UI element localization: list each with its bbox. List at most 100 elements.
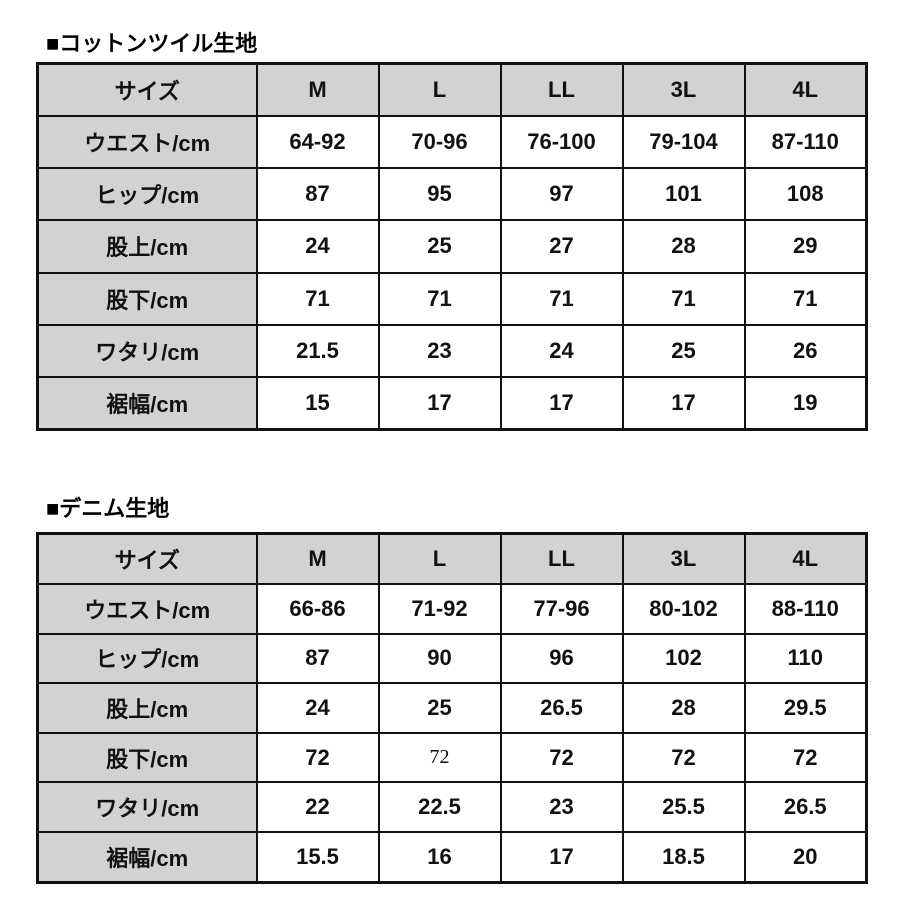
- table-cell: 15.5: [255, 831, 380, 884]
- table-cell: 70-96: [377, 115, 502, 170]
- table-row: 裾幅/cm 15.5 16 17 18.5 20: [36, 831, 868, 884]
- row-header: ウエスト/cm: [36, 582, 258, 635]
- table-cell: 110: [743, 632, 868, 685]
- table-cell: 22: [255, 781, 380, 834]
- table-cell: 87: [255, 167, 380, 222]
- table-cell: 71: [377, 271, 502, 326]
- row-header: 裾幅/cm: [36, 831, 258, 884]
- row-header: 股下/cm: [36, 731, 258, 784]
- row-header: ワタリ/cm: [36, 323, 258, 378]
- table-row: ヒップ/cm 87 95 97 101 108: [36, 167, 868, 222]
- table-cell: 21.5: [255, 323, 380, 378]
- table-cell: 29.5: [743, 682, 868, 734]
- table-cell: 72: [621, 731, 746, 784]
- table-cell: 96: [499, 632, 624, 685]
- table-cell: 20: [743, 831, 868, 884]
- table-cell: 71: [255, 271, 380, 326]
- table-cell: 24: [255, 219, 380, 274]
- column-header: M: [255, 62, 380, 118]
- table-cell: 16: [377, 831, 502, 884]
- table-cell: 24: [255, 682, 380, 734]
- column-header: M: [255, 532, 380, 585]
- row-header: 股上/cm: [36, 219, 258, 274]
- denim-title: ■デニム生地: [46, 496, 170, 521]
- table-cell: 71: [499, 271, 624, 326]
- table-cell: 72: [499, 731, 624, 784]
- denim-size-table: サイズ M L LL 3L 4L ウエスト/cm 66-86 71-92 77-96 80-102 8…: [36, 532, 868, 884]
- header-row: サイズ M L LL 3L 4L: [36, 532, 868, 585]
- table-cell: 17: [499, 375, 624, 431]
- table-cell: 18.5: [621, 831, 746, 884]
- table-row: ワタリ/cm 21.5 23 24 25 26: [36, 323, 868, 378]
- table-row: 股下/cm 72 72 72 72 72: [36, 731, 868, 784]
- table-cell: 22.5: [377, 781, 502, 834]
- table-row: ワタリ/cm 22 22.5 23 25.5 26.5: [36, 781, 868, 834]
- table-cell: 25: [377, 682, 502, 734]
- table-cell: 19: [743, 375, 868, 431]
- row-header: 股上/cm: [36, 682, 258, 734]
- table-cell: 29: [743, 219, 868, 274]
- table-cell: 87-110: [743, 115, 868, 170]
- table-cell: 17: [499, 831, 624, 884]
- table-cell: 101: [621, 167, 746, 222]
- row-header: ワタリ/cm: [36, 781, 258, 834]
- row-header: ヒップ/cm: [36, 167, 258, 222]
- cotton-twill-size-table: サイズ M L LL 3L 4L ウエスト/cm 64-92 70-96 76-100 79-104…: [36, 62, 868, 431]
- table-cell: 80-102: [621, 582, 746, 635]
- table-row: 股上/cm 24 25 26.5 28 29.5: [36, 682, 868, 734]
- table-cell: 88-110: [743, 582, 868, 635]
- column-header: LL: [499, 62, 624, 118]
- table-cell: 28: [621, 682, 746, 734]
- table-row: 裾幅/cm 15 17 17 17 19: [36, 375, 868, 431]
- table-cell: 23: [377, 323, 502, 378]
- table-cell: 72: [743, 731, 868, 784]
- table-row: 股下/cm 71 71 71 71 71: [36, 271, 868, 326]
- table-cell: 90: [377, 632, 502, 685]
- table-cell: 76-100: [499, 115, 624, 170]
- column-header: 4L: [743, 532, 868, 585]
- table-row: ウエスト/cm 64-92 70-96 76-100 79-104 87-110: [36, 115, 868, 170]
- table-cell: 25: [377, 219, 502, 274]
- table-cell: 27: [499, 219, 624, 274]
- table-cell: 71-92: [377, 582, 502, 635]
- column-header: L: [377, 532, 502, 585]
- column-header: LL: [499, 532, 624, 585]
- table-row: ヒップ/cm 87 90 96 102 110: [36, 632, 868, 685]
- table-cell: 66-86: [255, 582, 380, 635]
- table-cell: 79-104: [621, 115, 746, 170]
- table-cell: 72: [377, 731, 502, 784]
- table-cell: 95: [377, 167, 502, 222]
- row-header: ウエスト/cm: [36, 115, 258, 170]
- table-cell: 25: [621, 323, 746, 378]
- row-header: 股下/cm: [36, 271, 258, 326]
- table-cell: 26.5: [499, 682, 624, 734]
- table-row: 股上/cm 24 25 27 28 29: [36, 219, 868, 274]
- table-cell: 28: [621, 219, 746, 274]
- table-cell: 71: [621, 271, 746, 326]
- row-header: ヒップ/cm: [36, 632, 258, 685]
- column-header: サイズ: [36, 532, 258, 585]
- table-row: ウエスト/cm 66-86 71-92 77-96 80-102 88-110: [36, 582, 868, 635]
- table-cell: 17: [377, 375, 502, 431]
- column-header: サイズ: [36, 62, 258, 118]
- cotton-twill-title: ■コットンツイル生地: [46, 31, 258, 56]
- table-cell: 102: [621, 632, 746, 685]
- table-cell: 71: [743, 271, 868, 326]
- table-cell: 97: [499, 167, 624, 222]
- table-cell: 72: [255, 731, 380, 784]
- table-cell: 25.5: [621, 781, 746, 834]
- column-header: L: [377, 62, 502, 118]
- table-cell: 77-96: [499, 582, 624, 635]
- column-header: 4L: [743, 62, 868, 118]
- table-cell: 17: [621, 375, 746, 431]
- table-cell: 64-92: [255, 115, 380, 170]
- table-cell: 26: [743, 323, 868, 378]
- table-cell: 24: [499, 323, 624, 378]
- row-header: 裾幅/cm: [36, 375, 258, 431]
- header-row: サイズ M L LL 3L 4L: [36, 62, 868, 118]
- column-header: 3L: [621, 62, 746, 118]
- table-cell: 26.5: [743, 781, 868, 834]
- table-cell: 87: [255, 632, 380, 685]
- column-header: 3L: [621, 532, 746, 585]
- table-cell: 23: [499, 781, 624, 834]
